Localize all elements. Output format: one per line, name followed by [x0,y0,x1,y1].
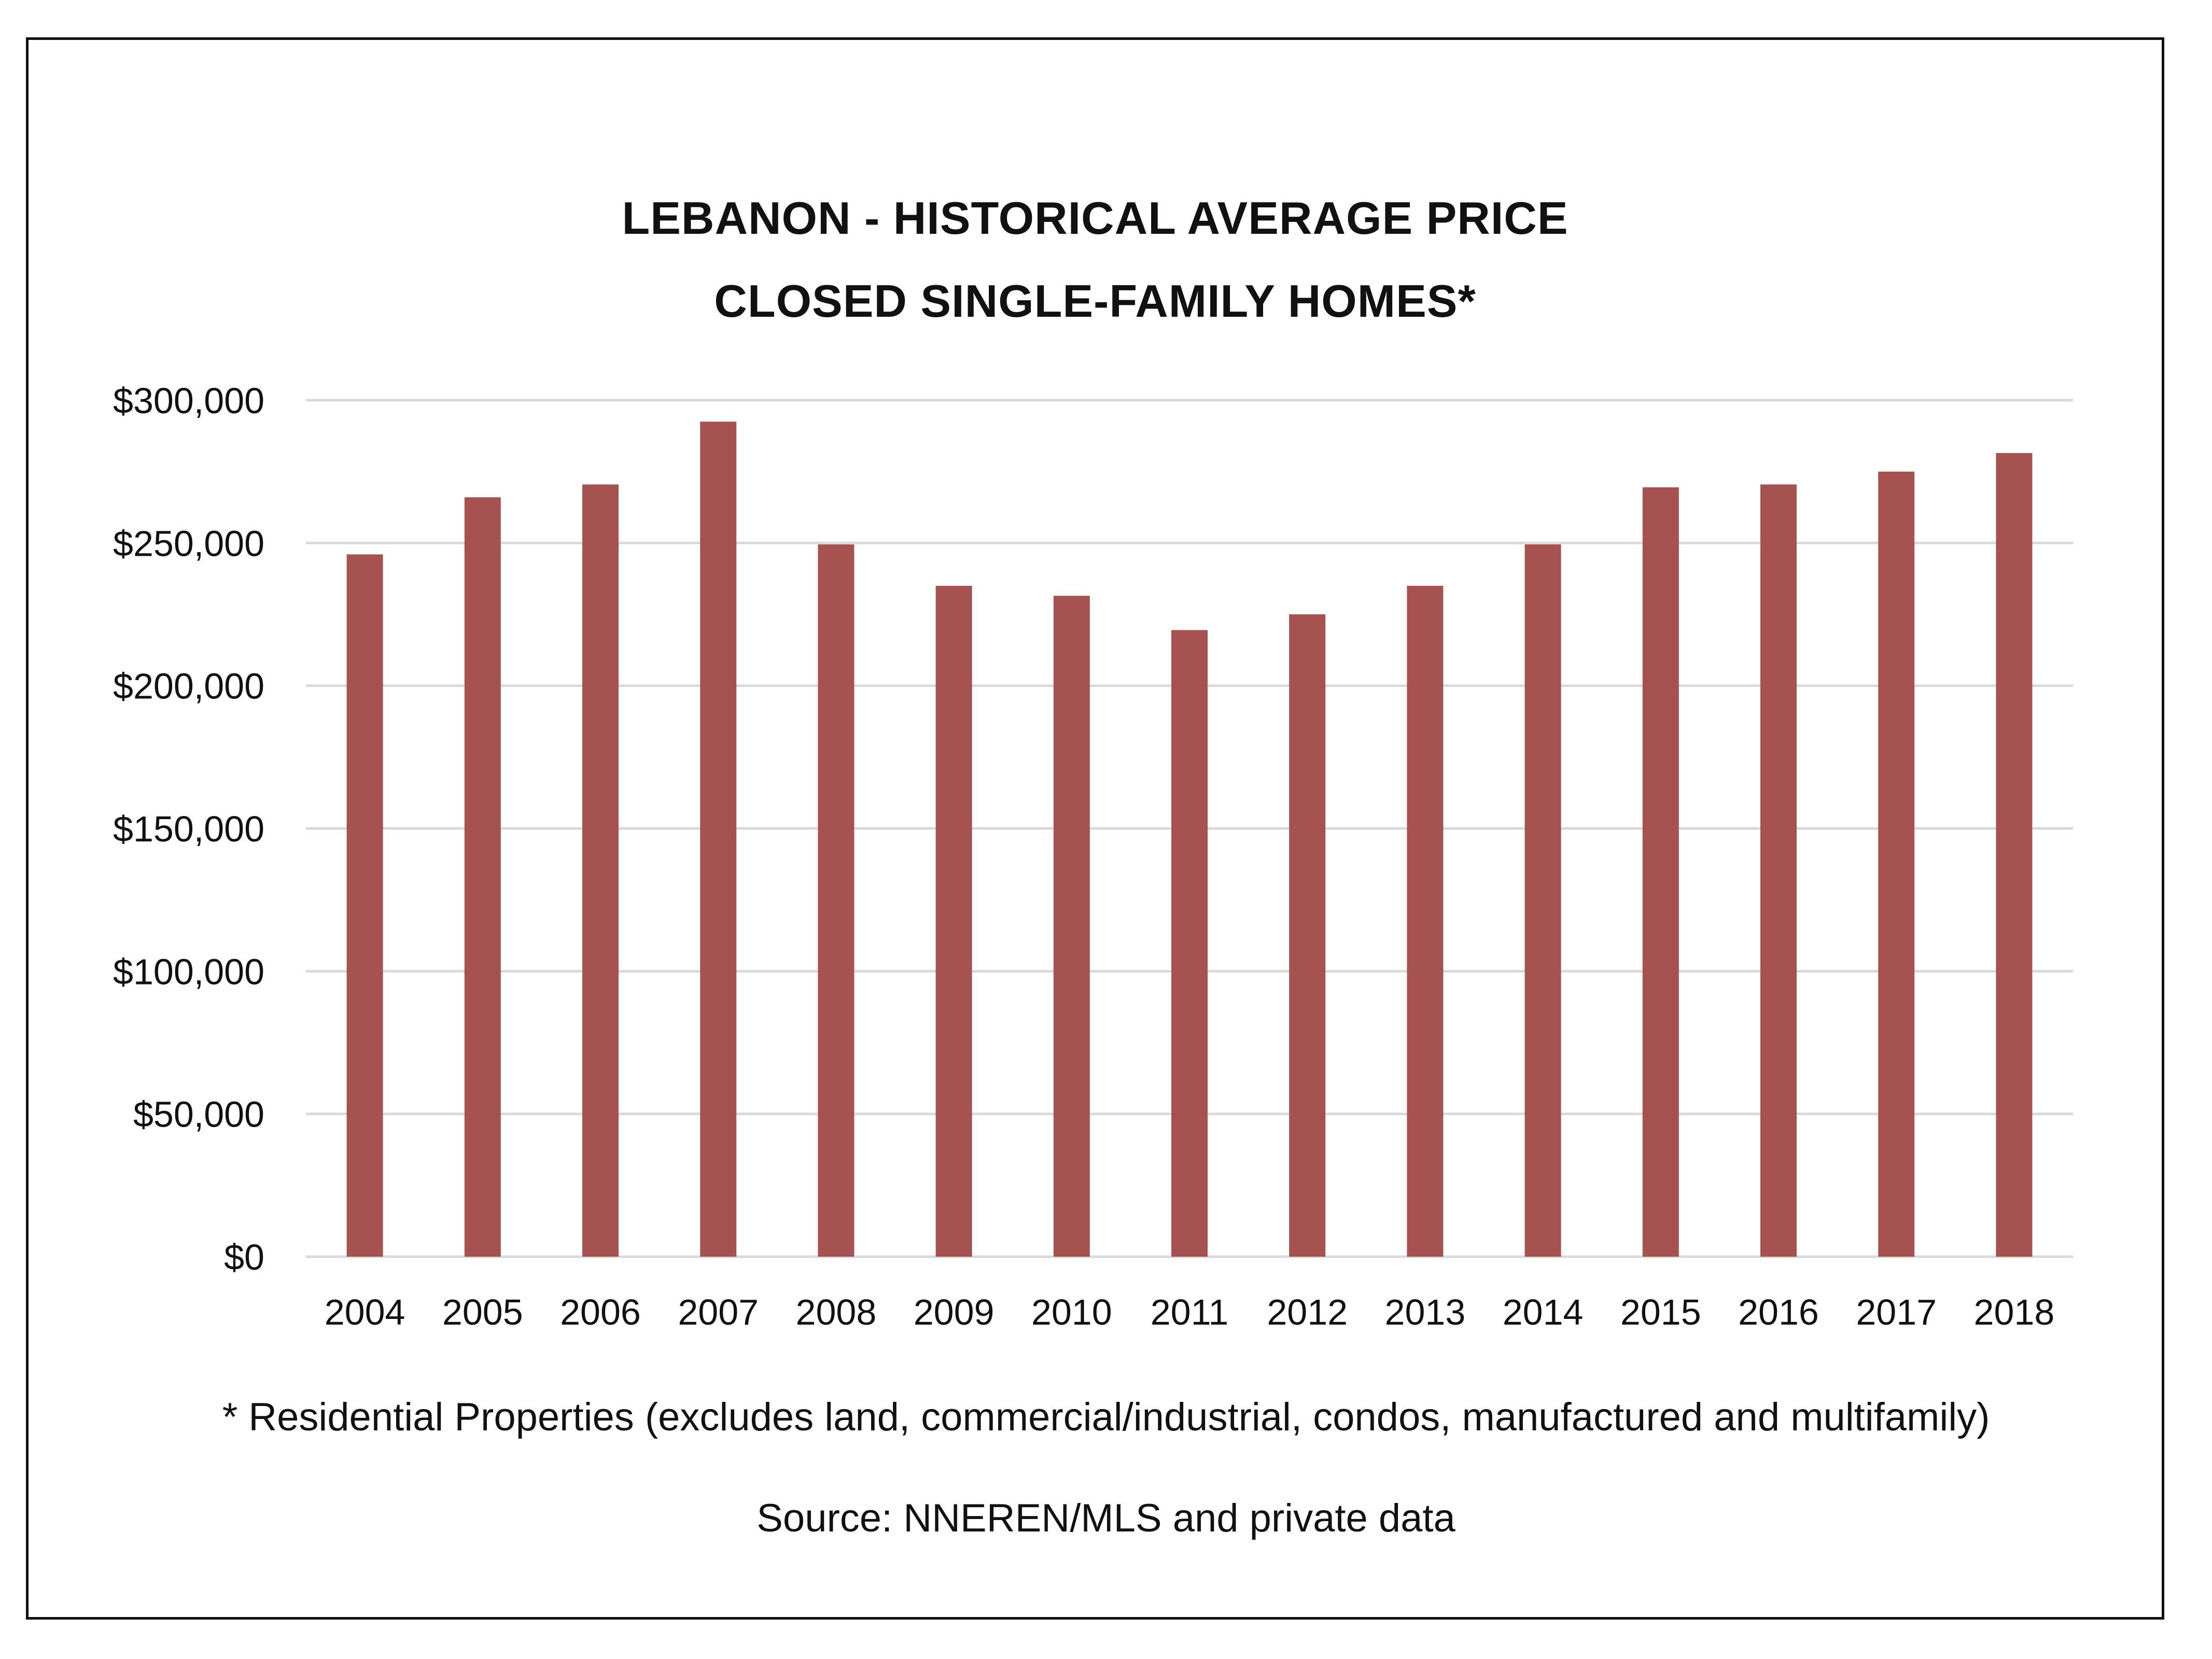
source-note: Source: NNEREN/MLS and private data [757,1496,1455,1540]
x-tick-label: 2004 [325,1292,405,1332]
x-tick-label: 2007 [678,1292,759,1332]
x-tick-label: 2006 [560,1292,641,1332]
x-tick-label: 2016 [1738,1292,1819,1332]
x-tick-label: 2017 [1856,1292,1937,1332]
bar-2015 [1642,487,1679,1257]
bar-2017 [1878,471,1915,1257]
x-tick-label: 2012 [1267,1292,1348,1332]
chart-title-line-2: CLOSED SINGLE-FAMILY HOMES* [714,275,1476,327]
bar-2010 [1053,596,1090,1257]
x-tick-label: 2008 [796,1292,877,1332]
bar-2009 [935,585,972,1257]
y-tick-label: $150,000 [113,809,264,849]
bar-2006 [582,484,619,1257]
bar-2014 [1524,544,1561,1257]
x-tick-label: 2015 [1620,1292,1701,1332]
chart-title-line-1: LEBANON - HISTORICAL AVERAGE PRICE [622,192,1569,244]
bar-2007 [700,421,737,1257]
x-tick-label: 2013 [1385,1292,1466,1332]
y-tick-label: $50,000 [133,1094,264,1135]
x-tick-label: 2009 [914,1292,995,1332]
bar-2004 [346,554,383,1257]
y-tick-label: $0 [224,1237,264,1277]
x-tick-label: 2011 [1151,1292,1229,1332]
x-tick-label: 2014 [1503,1292,1584,1332]
y-axis-tick-labels: $0 $50,000 $100,000 $150,000 $200,000 $250,00… [113,381,264,1277]
bar-2011 [1171,630,1208,1257]
x-tick-label: 2005 [442,1292,523,1332]
bar-2008 [818,544,855,1257]
y-tick-label: $200,000 [113,666,264,707]
y-tick-label: $300,000 [113,381,264,421]
bar-2016 [1760,484,1797,1257]
y-tick-label: $250,000 [113,523,264,564]
footnote: * Residential Properties (excludes land,… [222,1395,1990,1439]
x-tick-label: 2018 [1974,1292,2055,1332]
bar-2018 [1996,453,2033,1257]
x-tick-label: 2010 [1031,1292,1112,1332]
bar-2013 [1407,585,1444,1257]
bar-2005 [464,497,501,1257]
y-tick-label: $100,000 [113,951,264,992]
x-axis-tick-labels: 2004 2005 2006 2007 2008 2009 2010 2011 2012 2013… [325,1292,2055,1332]
bars [346,421,2033,1257]
bar-2012 [1289,614,1326,1257]
